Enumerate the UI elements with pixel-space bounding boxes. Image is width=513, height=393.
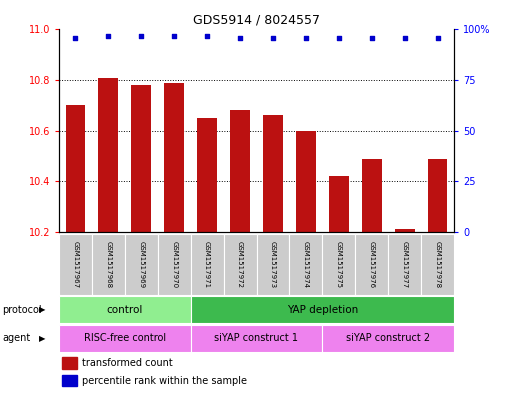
Bar bbox=[263, 116, 283, 232]
Text: GSM1517977: GSM1517977 bbox=[402, 241, 408, 288]
Text: GSM1517973: GSM1517973 bbox=[270, 241, 276, 288]
Bar bbox=[92, 234, 125, 295]
Text: GSM1517974: GSM1517974 bbox=[303, 241, 309, 288]
Bar bbox=[131, 85, 151, 232]
Point bbox=[71, 35, 80, 41]
Bar bbox=[296, 131, 315, 232]
Text: YAP depletion: YAP depletion bbox=[287, 305, 358, 315]
Bar bbox=[355, 234, 388, 295]
Bar bbox=[362, 158, 382, 232]
Bar bbox=[98, 77, 118, 232]
Bar bbox=[125, 234, 158, 295]
Text: GSM1517976: GSM1517976 bbox=[369, 241, 374, 288]
Text: GSM1517969: GSM1517969 bbox=[139, 241, 144, 288]
Point bbox=[368, 35, 376, 41]
Bar bbox=[428, 158, 447, 232]
Point bbox=[433, 35, 442, 41]
Bar bbox=[158, 234, 191, 295]
Text: GSM1517967: GSM1517967 bbox=[72, 241, 78, 288]
Text: control: control bbox=[107, 305, 143, 315]
Text: ▶: ▶ bbox=[40, 305, 46, 314]
Text: transformed count: transformed count bbox=[83, 358, 173, 368]
Text: GSM1517972: GSM1517972 bbox=[237, 241, 243, 288]
Point bbox=[203, 32, 211, 39]
Bar bbox=[224, 234, 256, 295]
Bar bbox=[256, 234, 289, 295]
Text: RISC-free control: RISC-free control bbox=[84, 333, 166, 343]
Bar bbox=[329, 176, 349, 232]
Bar bbox=[191, 296, 454, 323]
Bar bbox=[59, 325, 191, 352]
Text: GSM1517975: GSM1517975 bbox=[336, 241, 342, 288]
Bar bbox=[322, 234, 355, 295]
Bar bbox=[191, 325, 322, 352]
Bar bbox=[230, 110, 250, 232]
Bar bbox=[66, 105, 85, 232]
Point bbox=[302, 35, 310, 41]
Point bbox=[269, 35, 277, 41]
Bar bbox=[197, 118, 217, 232]
Text: GSM1517978: GSM1517978 bbox=[435, 241, 441, 288]
Bar bbox=[322, 325, 454, 352]
Point bbox=[334, 35, 343, 41]
Bar bbox=[289, 234, 322, 295]
Text: percentile rank within the sample: percentile rank within the sample bbox=[83, 376, 247, 386]
Bar bbox=[59, 296, 191, 323]
Text: ▶: ▶ bbox=[40, 334, 46, 343]
Text: siYAP construct 1: siYAP construct 1 bbox=[214, 333, 299, 343]
Text: GSM1517968: GSM1517968 bbox=[105, 241, 111, 288]
Point bbox=[104, 32, 112, 39]
Point bbox=[401, 35, 409, 41]
Text: protocol: protocol bbox=[3, 305, 42, 315]
Title: GDS5914 / 8024557: GDS5914 / 8024557 bbox=[193, 14, 320, 27]
Bar bbox=[62, 375, 77, 386]
Point bbox=[236, 35, 244, 41]
Text: GSM1517971: GSM1517971 bbox=[204, 241, 210, 288]
Bar bbox=[191, 234, 224, 295]
Point bbox=[170, 32, 179, 39]
Bar bbox=[164, 83, 184, 232]
Bar bbox=[59, 234, 92, 295]
Text: GSM1517970: GSM1517970 bbox=[171, 241, 177, 288]
Bar bbox=[421, 234, 454, 295]
Bar bbox=[62, 357, 77, 369]
Text: siYAP construct 2: siYAP construct 2 bbox=[346, 333, 430, 343]
Bar bbox=[388, 234, 421, 295]
Point bbox=[137, 32, 145, 39]
Text: agent: agent bbox=[3, 333, 31, 343]
Bar bbox=[394, 230, 415, 232]
